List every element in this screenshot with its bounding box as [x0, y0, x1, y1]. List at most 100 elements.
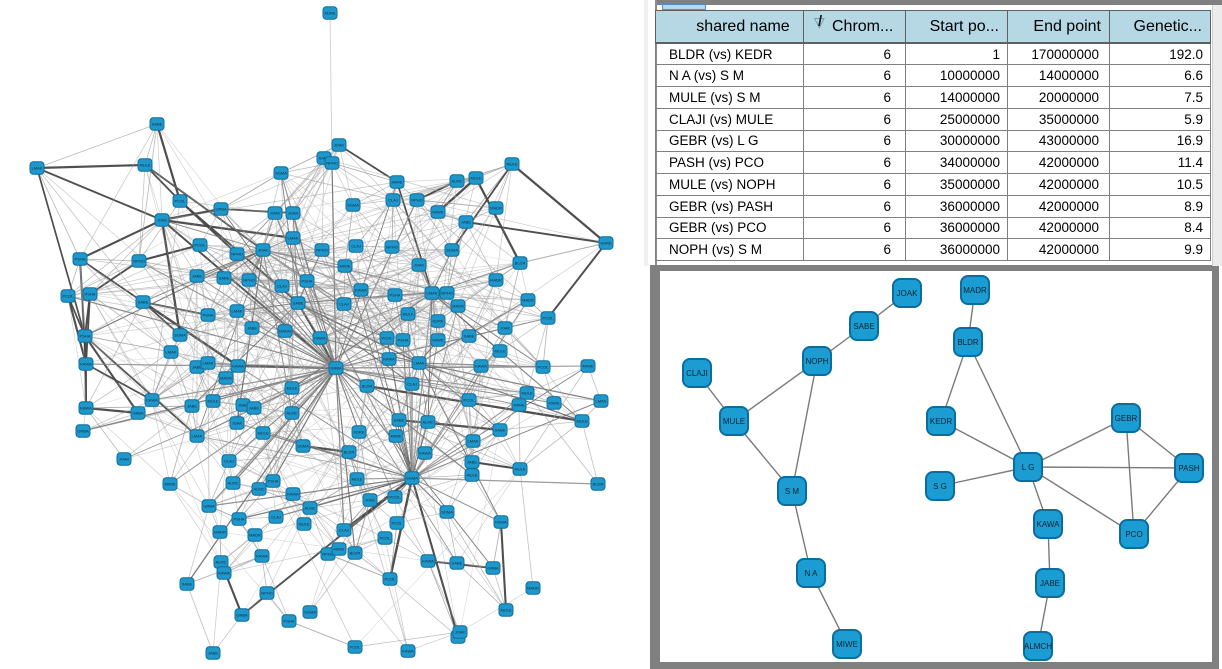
svg-text:MULE: MULE — [506, 162, 517, 167]
svg-text:PSHA: PSHA — [85, 292, 96, 297]
svg-text:SABE: SABE — [495, 428, 506, 433]
svg-text:KAWA: KAWA — [256, 554, 268, 559]
svg-text:SGMA: SGMA — [406, 476, 418, 481]
svg-text:KAWA: KAWA — [1037, 520, 1061, 529]
svg-text:KDRE: KDRE — [324, 11, 335, 16]
svg-text:MIWE: MIWE — [340, 264, 351, 269]
svg-text:LMAK: LMAK — [232, 309, 243, 314]
svg-text:MIWE: MIWE — [583, 364, 594, 369]
svg-text:BLDR: BLDR — [593, 482, 604, 487]
svg-text:MULE: MULE — [500, 608, 511, 613]
svg-text:BLDR: BLDR — [515, 261, 526, 266]
svg-text:PCOL: PCOL — [392, 521, 404, 526]
svg-text:JOAK: JOAK — [119, 457, 130, 462]
svg-text:SABE: SABE — [293, 301, 304, 306]
svg-text:LMAK: LMAK — [596, 399, 607, 404]
svg-text:KAWA: KAWA — [146, 398, 158, 403]
svg-text:BLDR: BLDR — [350, 551, 361, 556]
svg-text:GRBA: GRBA — [203, 504, 215, 509]
svg-text:GRBA: GRBA — [77, 429, 89, 434]
svg-text:PCOL: PCOL — [464, 398, 476, 403]
svg-text:SABE: SABE — [464, 334, 475, 339]
svg-text:PSHA: PSHA — [390, 293, 401, 298]
svg-text:JABE: JABE — [247, 326, 257, 331]
svg-text:JOAK: JOAK — [500, 326, 511, 331]
svg-text:ALMC: ALMC — [253, 487, 264, 492]
svg-text:NPHO: NPHO — [441, 291, 453, 296]
svg-text:KAWA: KAWA — [287, 492, 299, 497]
svg-text:JABE: JABE — [192, 365, 202, 370]
svg-text:SGMA: SGMA — [174, 333, 186, 338]
svg-text:KAWA: KAWA — [383, 357, 395, 362]
svg-text:GRBA: GRBA — [236, 613, 248, 618]
svg-text:S G: S G — [933, 482, 947, 491]
svg-text:L G: L G — [1022, 463, 1035, 472]
svg-text:SGMA: SGMA — [347, 203, 359, 208]
svg-text:LMAK: LMAK — [414, 361, 425, 366]
svg-text:CLAJ: CLAJ — [224, 459, 234, 464]
svg-text:MIWE: MIWE — [392, 180, 403, 185]
svg-text:KAWA: KAWA — [80, 406, 92, 411]
svg-text:PSHA: PSHA — [75, 257, 86, 262]
svg-text:NPHO: NPHO — [411, 198, 423, 203]
svg-text:SABE: SABE — [138, 300, 149, 305]
svg-text:MULE: MULE — [298, 522, 309, 527]
svg-text:MULE: MULE — [576, 419, 587, 424]
svg-text:JOAK: JOAK — [414, 263, 425, 268]
svg-text:KAWA: KAWA — [314, 336, 326, 341]
svg-text:BLDR: BLDR — [957, 338, 979, 347]
svg-text:GRBA: GRBA — [487, 566, 499, 571]
svg-text:BLDR: BLDR — [362, 384, 373, 389]
svg-text:PCOL: PCOL — [543, 316, 555, 321]
svg-text:MADR: MADR — [490, 278, 502, 283]
svg-text:KDRE: KDRE — [432, 319, 443, 324]
svg-text:CLAJ: CLAJ — [351, 244, 361, 249]
svg-text:PCOL: PCOL — [382, 336, 394, 341]
svg-text:MADR: MADR — [452, 304, 464, 309]
svg-text:PCOL: PCOL — [390, 495, 402, 500]
svg-text:MIWE: MIWE — [391, 434, 402, 439]
svg-text:MULE: MULE — [514, 467, 525, 472]
svg-text:NPHO: NPHO — [243, 278, 255, 283]
svg-text:PSHA: PSHA — [80, 334, 91, 339]
svg-text:CLAJ: CLAJ — [271, 515, 281, 520]
svg-text:JOAK: JOAK — [157, 218, 168, 223]
svg-text:NPHO: NPHO — [326, 161, 338, 166]
svg-text:JOAK: JOAK — [455, 630, 466, 635]
svg-text:LMAK: LMAK — [203, 361, 214, 366]
svg-text:PSHA: PSHA — [284, 619, 295, 624]
svg-text:JOAK: JOAK — [258, 248, 269, 253]
svg-text:NPHO: NPHO — [133, 259, 145, 264]
svg-text:NPHO: NPHO — [261, 591, 273, 596]
svg-text:MULE: MULE — [257, 431, 268, 436]
svg-text:PCOL: PCOL — [538, 365, 550, 370]
svg-text:KDRE: KDRE — [353, 430, 364, 435]
svg-text:LMAK: LMAK — [166, 350, 177, 355]
svg-text:JOAK: JOAK — [238, 403, 249, 408]
svg-text:ALMC: ALMC — [227, 481, 238, 486]
svg-text:CLAJ: CLAJ — [339, 302, 349, 307]
svg-text:PSHA: PSHA — [203, 313, 214, 318]
svg-text:JABE: JABE — [461, 220, 471, 225]
svg-text:PCO: PCO — [1125, 530, 1142, 539]
svg-text:N A: N A — [805, 569, 819, 578]
svg-text:ALMC: ALMC — [215, 560, 226, 565]
svg-text:JABE: JABE — [208, 651, 218, 656]
svg-text:GRBA: GRBA — [330, 366, 342, 371]
svg-text:MADR: MADR — [220, 376, 232, 381]
svg-text:KAWA: KAWA — [232, 364, 244, 369]
svg-text:ALMCH: ALMCH — [1024, 642, 1052, 651]
svg-text:PCOL: PCOL — [175, 199, 187, 204]
svg-text:NPHO: NPHO — [322, 552, 334, 557]
svg-text:JABE: JABE — [192, 274, 202, 279]
svg-text:MADR: MADR — [249, 533, 261, 538]
svg-text:CLAJ: CLAJ — [339, 528, 349, 533]
svg-text:ALMC: ALMC — [304, 506, 315, 511]
svg-text:MIWE: MIWE — [514, 403, 525, 408]
svg-text:SABE: SABE — [394, 418, 405, 423]
svg-text:JOAK: JOAK — [232, 421, 243, 426]
svg-text:S M: S M — [785, 487, 800, 496]
svg-text:KDRE: KDRE — [600, 241, 611, 246]
svg-text:MADR: MADR — [522, 298, 534, 303]
svg-text:NOPH: NOPH — [805, 357, 828, 366]
